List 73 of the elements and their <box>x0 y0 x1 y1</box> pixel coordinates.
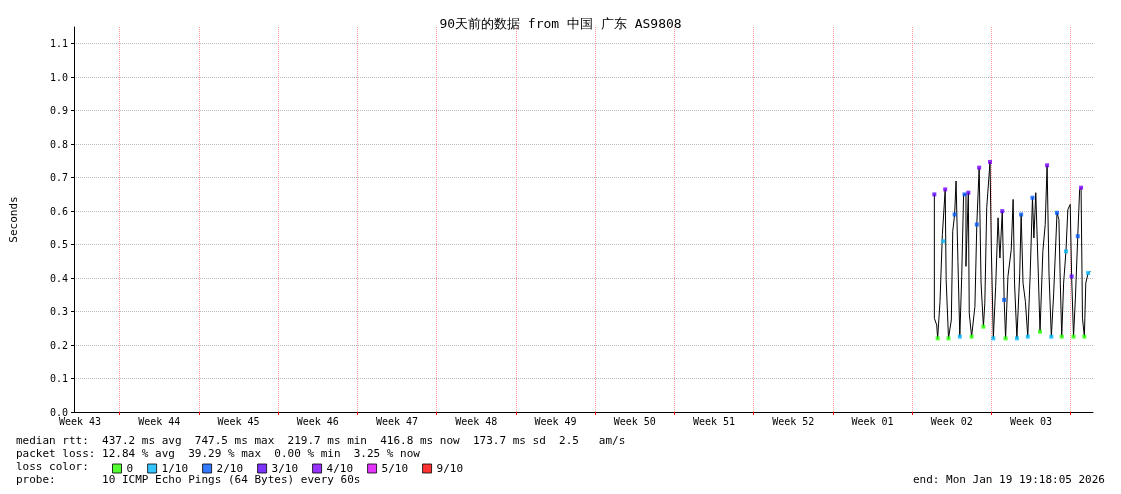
y-tick-label: 0.7 <box>49 172 68 184</box>
x-tick-label: Week 03 <box>1009 415 1053 427</box>
legend-label: 3/10 <box>271 462 299 475</box>
y-tick-label: 0.4 <box>49 272 68 284</box>
point <box>957 334 962 339</box>
legend-label: 2/10 <box>216 462 244 475</box>
point <box>1002 297 1007 302</box>
x-tick-label: Week 45 <box>217 415 260 427</box>
point <box>1069 274 1074 279</box>
point <box>1003 336 1008 341</box>
legend-label: 9/10 <box>436 462 464 475</box>
point <box>1014 336 1019 341</box>
point <box>981 324 986 329</box>
legend-label: 5/10 <box>381 462 409 475</box>
y-tick-label: 1.1 <box>49 38 68 50</box>
text: packet loss: 12.84 % avg 39.29 % max 0.00 % min 3.25 % now <box>16 447 420 460</box>
x-tick-label: Week 48 <box>455 415 498 427</box>
legend-label: 4/10 <box>326 462 354 475</box>
y-tick-label: 1.0 <box>49 71 68 83</box>
y-tick-label: 0.2 <box>49 339 68 351</box>
text: loss color: <box>16 460 89 473</box>
point <box>1019 212 1024 217</box>
y-tick-label: 0.5 <box>49 239 68 251</box>
x-tick-label: Week 01 <box>851 415 894 427</box>
x-tick-label: Week 50 <box>613 415 656 427</box>
legend-label: 1/10 <box>161 462 189 475</box>
legend-label: 0 <box>126 462 134 475</box>
point <box>1059 334 1064 339</box>
point <box>988 159 993 164</box>
y-tick-label: 0.6 <box>49 205 68 217</box>
x-tick-label: Week 52 <box>772 415 815 427</box>
y-tick-label: 0.8 <box>49 138 68 150</box>
chart-title: 90天前的数据 from 中国 广东 AS9808 <box>439 16 682 31</box>
y-tick-label: 0.1 <box>49 373 68 385</box>
point <box>1038 329 1043 334</box>
point <box>974 222 979 227</box>
point <box>1079 185 1084 190</box>
y-tick-label: 0.9 <box>49 105 68 117</box>
y-axis-title: Seconds <box>7 196 20 243</box>
y-tick-label: 0.0 <box>49 406 68 418</box>
x-tick-label: Week 49 <box>534 415 577 427</box>
point <box>1063 249 1068 254</box>
point <box>1055 210 1059 215</box>
y-tick-label: 0.3 <box>49 306 68 318</box>
point <box>952 212 957 217</box>
text: probe: 10 ICMP Echo Pings (64 Bytes) every 60s <box>16 473 361 486</box>
point <box>946 336 951 341</box>
x-tick-label: Week 44 <box>138 415 181 427</box>
point <box>969 334 974 339</box>
x-tick-label: Week 47 <box>375 415 419 427</box>
x-tick-label: Week 46 <box>296 415 339 427</box>
point <box>1030 195 1035 200</box>
text: median rtt: 437.2 ms avg 747.5 ms max 219.7 ms min 416.8 ms now 173.7 ms sd 2.5 am/s <box>16 434 626 447</box>
line-series <box>933 161 1091 339</box>
point <box>977 165 982 170</box>
point <box>1075 234 1080 239</box>
point <box>1082 334 1087 339</box>
point <box>966 190 971 195</box>
x-tick-label: Week 43 <box>58 415 102 427</box>
x-tick-label: Week 02 <box>930 415 973 427</box>
text: end: Mon Jan 19 19:18:05 2026 <box>912 473 1105 486</box>
x-tick-label: Week 51 <box>692 415 736 427</box>
point <box>1000 209 1005 214</box>
point <box>941 239 946 244</box>
point <box>1086 271 1091 276</box>
point <box>1045 163 1050 168</box>
point <box>932 192 937 197</box>
point <box>1025 334 1030 339</box>
point <box>943 187 948 192</box>
point <box>1049 334 1054 339</box>
point <box>991 336 996 341</box>
point <box>1071 334 1076 339</box>
point <box>935 336 940 341</box>
